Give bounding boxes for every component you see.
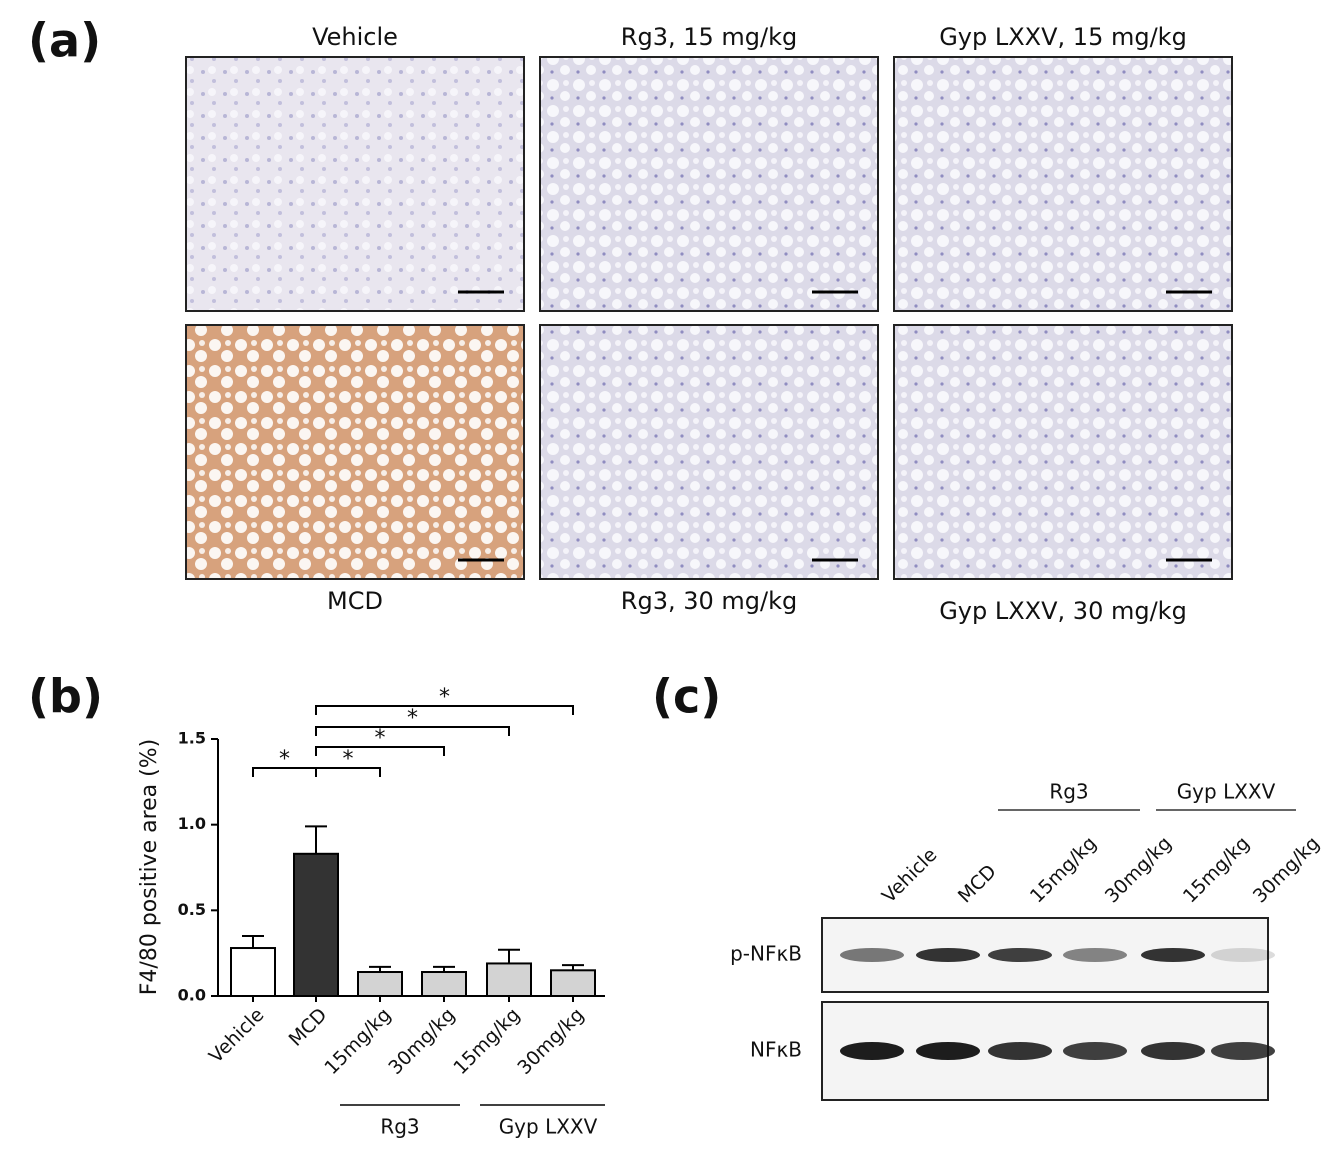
image-label: Rg3, 30 mg/kg bbox=[621, 587, 797, 615]
significance-label: * bbox=[407, 706, 418, 731]
y-tick-label: 0.5 bbox=[178, 900, 206, 919]
x-tick-label: Vehicle bbox=[205, 1004, 269, 1068]
micrograph bbox=[185, 324, 525, 580]
x-tick-label: MCD bbox=[285, 1004, 332, 1051]
micrograph bbox=[539, 324, 879, 580]
micrograph bbox=[893, 324, 1233, 580]
blot-band bbox=[916, 1042, 980, 1060]
significance-label: * bbox=[439, 685, 450, 710]
blot-band bbox=[1063, 1042, 1127, 1060]
blot-band bbox=[988, 948, 1052, 962]
image-label: Gyp LXXV, 30 mg/kg bbox=[939, 597, 1187, 625]
blot-band bbox=[840, 948, 904, 962]
x-tick-label: 30mg/kg bbox=[384, 1004, 459, 1079]
lane-label: Vehicle bbox=[878, 844, 942, 908]
panel-label: (a) bbox=[28, 14, 101, 68]
blot-band bbox=[1141, 1042, 1205, 1060]
bar bbox=[293, 852, 339, 997]
significance-label: * bbox=[343, 747, 354, 772]
micrograph bbox=[539, 56, 879, 312]
x-tick-label: 15mg/kg bbox=[320, 1004, 395, 1079]
x-tick-label: 30mg/kg bbox=[513, 1004, 588, 1079]
image-label: Rg3, 15 mg/kg bbox=[621, 23, 797, 51]
y-tick-label: 1.5 bbox=[178, 729, 206, 748]
y-tick-label: 0.0 bbox=[178, 986, 206, 1005]
bar bbox=[550, 969, 596, 997]
group-label: Gyp LXXV bbox=[1177, 780, 1276, 804]
blot-band bbox=[916, 948, 980, 962]
significance-bracket bbox=[315, 705, 574, 715]
image-label: MCD bbox=[327, 587, 383, 615]
y-axis-label: F4/80 positive area (%) bbox=[137, 739, 162, 995]
significance-bracket bbox=[315, 746, 445, 756]
micrograph bbox=[893, 56, 1233, 312]
bar bbox=[357, 971, 403, 997]
row-label: p-NFκB bbox=[730, 942, 802, 966]
significance-label: * bbox=[375, 726, 386, 751]
lane-label: 30mg/kg bbox=[1101, 832, 1176, 907]
bar bbox=[486, 962, 532, 997]
blot-band bbox=[1211, 948, 1275, 962]
image-label: Gyp LXXV, 15 mg/kg bbox=[939, 23, 1187, 51]
figure-content: (a) Vehicle Rg3, 15 mg/kg Gyp LXXV, 15 mg/k… bbox=[28, 14, 1324, 1139]
panel-label: (b) bbox=[28, 670, 103, 724]
lane-label: 15mg/kg bbox=[1179, 832, 1254, 907]
lane-label: 15mg/kg bbox=[1026, 832, 1101, 907]
x-tick-label: 15mg/kg bbox=[449, 1004, 524, 1079]
blot-band bbox=[840, 1042, 904, 1060]
lane-label: 30mg/kg bbox=[1249, 832, 1324, 907]
lane-label: MCD bbox=[954, 861, 1001, 908]
y-tick-label: 1.0 bbox=[178, 814, 206, 833]
blot-band bbox=[1141, 948, 1205, 962]
blot-band bbox=[988, 1042, 1052, 1060]
significance-bracket bbox=[315, 726, 510, 736]
panel-label: (c) bbox=[652, 670, 721, 724]
significance-bracket bbox=[315, 767, 381, 777]
group-label: Rg3 bbox=[380, 1115, 419, 1139]
bar bbox=[230, 947, 276, 998]
blot-band bbox=[1063, 948, 1127, 962]
blot-band bbox=[1211, 1042, 1275, 1060]
group-label: Gyp LXXV bbox=[499, 1115, 598, 1139]
image-label: Vehicle bbox=[312, 23, 398, 51]
significance-label: * bbox=[279, 747, 290, 772]
micrograph bbox=[185, 56, 525, 312]
bar bbox=[421, 971, 467, 997]
row-label: NFκB bbox=[750, 1038, 802, 1062]
group-label: Rg3 bbox=[1049, 780, 1088, 804]
